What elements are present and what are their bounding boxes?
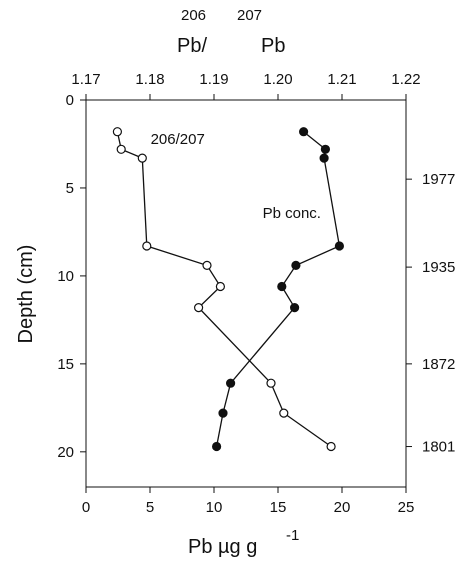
left-tick-label: 0 (66, 92, 74, 109)
pb-conc-data-point (299, 127, 309, 137)
pb-conc-data-point (277, 281, 287, 292)
bottom-axis-title: Pb µg g -1 (188, 527, 299, 558)
pb-conc-data-point (218, 408, 228, 418)
bottom-tick-label: 20 (334, 499, 351, 516)
left-tick-label: 10 (57, 268, 74, 285)
right-tick-year-label: 1872 (422, 356, 455, 373)
ratio-data-point (116, 144, 126, 154)
right-tick-year-label: 1801 (422, 439, 455, 456)
bottom-tick-label: 15 (270, 499, 287, 516)
ratio-data-point (279, 408, 289, 418)
top-tick-label: 1.22 (391, 71, 420, 88)
series-line (116, 131, 332, 448)
pb-conc-data-point (320, 144, 330, 154)
pb-conc-data-point (319, 153, 329, 163)
y-axis-title: Depth (cm) (15, 245, 37, 344)
ratio-data-point (194, 303, 204, 313)
ratio-data-point (326, 441, 336, 452)
top-tick-label: 1.18 (135, 71, 164, 88)
ratio-data-point (142, 241, 152, 251)
bottom-axis-title-superscript: -1 (286, 527, 299, 544)
bottom-axis-title-main: Pb µg g (188, 536, 257, 558)
pb-conc-data-point (226, 378, 236, 388)
ratio-data-point (215, 281, 225, 292)
left-tick-label: 15 (57, 356, 74, 373)
pb-conc-data-point (291, 260, 301, 270)
top-tick-label: 1.19 (199, 71, 228, 88)
top-axis-title-pb: Pb (261, 35, 285, 57)
pb-conc-data-point (290, 303, 300, 313)
top-tick-label: 1.21 (327, 71, 356, 88)
top-axis-title: 206 Pb/ 207 Pb (177, 7, 285, 57)
axis-ticks: 0 5 10 15 20 25 1.17 1.18 1.19 1.20 1.21 1.22 0 5 10 15… (57, 71, 455, 516)
annotation-206-207: 206/207 (151, 131, 205, 148)
bottom-tick-label: 10 (206, 499, 223, 516)
pb-conc-data-point (212, 441, 222, 452)
series-points (112, 127, 344, 452)
series-lines (116, 131, 341, 448)
annotation-pb-conc: Pb conc. (263, 205, 321, 222)
left-tick-label: 5 (66, 180, 74, 197)
bottom-tick-label: 0 (82, 499, 90, 516)
top-tick-label: 1.20 (263, 71, 292, 88)
bottom-tick-label: 25 (398, 499, 415, 516)
ratio-data-point (137, 153, 147, 163)
top-axis-title-pb-slash: Pb/ (177, 35, 207, 57)
top-tick-label: 1.17 (71, 71, 100, 88)
right-tick-year-label: 1977 (422, 171, 455, 188)
left-tick-label: 20 (57, 444, 74, 461)
ratio-data-point (202, 260, 212, 270)
top-axis-title-sup-207: 207 (237, 7, 262, 24)
ratio-data-point (112, 127, 123, 137)
pb-conc-data-point (334, 241, 344, 251)
bottom-tick-label: 5 (146, 499, 154, 516)
ratio-data-point (266, 378, 276, 388)
top-axis-title-sup-206: 206 (181, 7, 206, 24)
right-tick-year-label: 1935 (422, 259, 455, 276)
